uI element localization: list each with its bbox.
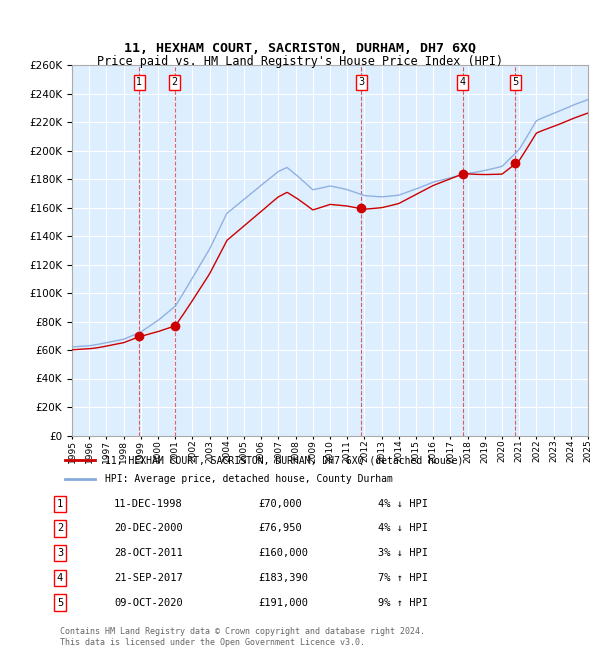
Text: £70,000: £70,000	[258, 499, 302, 509]
Text: 2: 2	[57, 523, 63, 534]
Text: 20-DEC-2000: 20-DEC-2000	[114, 523, 183, 534]
Text: 21-SEP-2017: 21-SEP-2017	[114, 573, 183, 583]
Text: Contains HM Land Registry data © Crown copyright and database right 2024.
This d: Contains HM Land Registry data © Crown c…	[60, 627, 425, 647]
Text: 4% ↓ HPI: 4% ↓ HPI	[378, 499, 428, 509]
Text: 09-OCT-2020: 09-OCT-2020	[114, 597, 183, 608]
Text: 1: 1	[57, 499, 63, 509]
Text: 3: 3	[358, 77, 364, 87]
Text: 2: 2	[172, 77, 178, 87]
Text: 9% ↑ HPI: 9% ↑ HPI	[378, 597, 428, 608]
Text: 5: 5	[512, 77, 518, 87]
Text: 3% ↓ HPI: 3% ↓ HPI	[378, 548, 428, 558]
Text: £183,390: £183,390	[258, 573, 308, 583]
Text: 1: 1	[136, 77, 142, 87]
Text: 7% ↑ HPI: 7% ↑ HPI	[378, 573, 428, 583]
Text: 28-OCT-2011: 28-OCT-2011	[114, 548, 183, 558]
Text: 4% ↓ HPI: 4% ↓ HPI	[378, 523, 428, 534]
Text: 4: 4	[460, 77, 466, 87]
Text: HPI: Average price, detached house, County Durham: HPI: Average price, detached house, Coun…	[106, 474, 393, 484]
Text: £76,950: £76,950	[258, 523, 302, 534]
Text: Price paid vs. HM Land Registry's House Price Index (HPI): Price paid vs. HM Land Registry's House …	[97, 55, 503, 68]
Text: 5: 5	[57, 597, 63, 608]
Text: £160,000: £160,000	[258, 548, 308, 558]
Text: £191,000: £191,000	[258, 597, 308, 608]
Text: 11, HEXHAM COURT, SACRISTON, DURHAM, DH7 6XQ: 11, HEXHAM COURT, SACRISTON, DURHAM, DH7…	[124, 42, 476, 55]
Text: 11, HEXHAM COURT, SACRISTON, DURHAM, DH7 6XQ (detached house): 11, HEXHAM COURT, SACRISTON, DURHAM, DH7…	[106, 456, 464, 465]
Text: 11-DEC-1998: 11-DEC-1998	[114, 499, 183, 509]
Text: 3: 3	[57, 548, 63, 558]
Text: 4: 4	[57, 573, 63, 583]
